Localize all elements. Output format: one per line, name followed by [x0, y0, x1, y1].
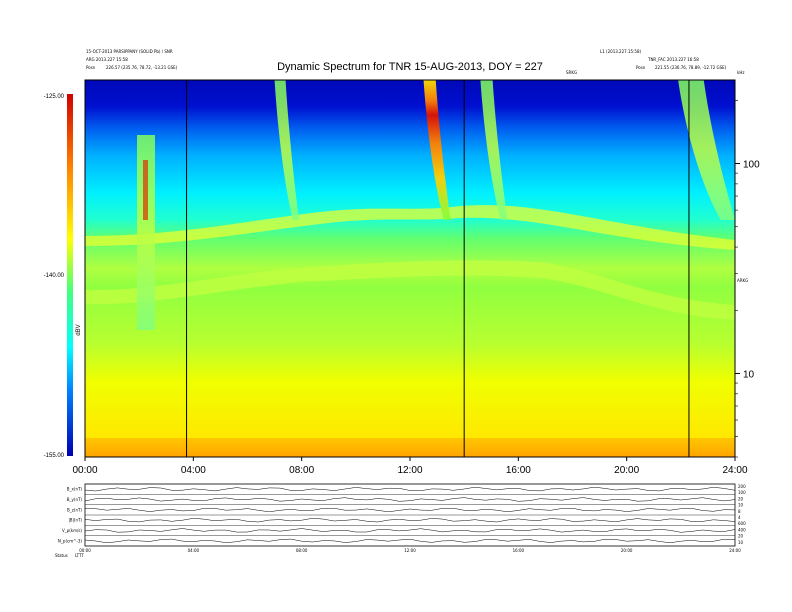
footer-code: LTTT — [75, 553, 84, 558]
x-tick-label: 00:00 — [72, 465, 97, 476]
low-frequency-band — [85, 438, 735, 457]
lower-panel-left-label: V_p(km/s) — [62, 528, 82, 533]
lower-panel-time-label: 20:00 — [621, 548, 633, 553]
header-center-right-label: SRKG — [566, 70, 577, 75]
lower-panel-right-label: 600 — [738, 521, 746, 526]
chart-title: Dynamic Spectrum for TNR 15-AUG-2013, DO… — [277, 61, 543, 73]
x-tick-label: 20:00 — [614, 465, 639, 476]
lower-panel-right-label: 20 — [738, 534, 744, 539]
lower-panel-trace — [84, 528, 736, 533]
y-tick-label: 100 — [743, 160, 760, 171]
lower-panel-left-label: N_p(cm^-3) — [58, 538, 83, 543]
header-right-mid-label: ARKG — [737, 278, 748, 283]
lower-panel-left-label: B_x(nT) — [67, 487, 83, 492]
header-right-line1: L1 (2013.227.15:58) — [600, 49, 641, 54]
x-tick-label: 08:00 — [289, 465, 314, 476]
header-right-line2: TNR_FAC 2013.227 16:58 — [647, 57, 699, 62]
band-ridge-upper — [85, 205, 735, 250]
lower-panel-right-label: 200 — [738, 484, 746, 489]
lower-panel-right-label: 4 — [738, 515, 741, 520]
local-emission — [137, 135, 155, 330]
lower-panel-time-label: 00:00 — [79, 548, 91, 553]
header-left-line1: 15-OCT-2013 PARSIPPANY (SOLID Pb) / SNR — [86, 49, 173, 54]
lower-panel-right-label: 400 — [738, 527, 746, 532]
x-tick-label: 24:00 — [722, 465, 747, 476]
lower-panels: B_x(nT) B_y(nT) B_z(nT) |B|(nT) V_p(km/s) N_p… — [58, 483, 746, 553]
header-left-posn-label: Posn — [86, 65, 96, 70]
radio-burst — [480, 80, 508, 220]
lower-panel-left-label: B_z(nT) — [67, 507, 82, 512]
lower-panel-trace — [84, 486, 736, 492]
radio-burst — [423, 80, 451, 220]
x-axis: 00:00 04:00 08:00 12:00 16:00 20:00 24:00 — [72, 457, 748, 476]
marker-lines — [186, 80, 690, 457]
x-tick-label: 12:00 — [397, 465, 422, 476]
colorbar-max-label: -125.00 — [44, 94, 65, 100]
spectrogram-area — [85, 80, 735, 457]
lower-panel-right-label: 10 — [738, 540, 744, 545]
y-tick-label: 10 — [743, 369, 755, 380]
lower-panel-time-label: 12:00 — [404, 548, 416, 553]
colorbar-mid-label: -140.00 — [44, 273, 65, 279]
local-emission-core — [143, 160, 148, 220]
radio-burst — [678, 80, 735, 220]
lower-panel-time-label: 08:00 — [296, 548, 308, 553]
header-left-posn-value: 226.57 (235.76, 78.72, -13.21 GSE) — [106, 65, 178, 70]
colorbar-min-label: -155.00 — [44, 453, 65, 459]
lower-panel-trace — [84, 507, 736, 513]
lower-panel-left-label: B_y(nT) — [67, 497, 83, 502]
header-left-line2: ARG 2013.227 15:58 — [86, 57, 128, 62]
footer-status-label: Status — [55, 553, 68, 558]
x-tick-label: 16:00 — [506, 465, 531, 476]
header-far-right-label: kHz — [737, 70, 744, 75]
lower-panel-left-label: |B|(nT) — [68, 518, 82, 523]
colorbar — [67, 94, 73, 456]
lower-panel-right-label: 100 — [738, 490, 746, 495]
header-right-posn-label: Posn — [636, 65, 646, 70]
header-right-posn-value: 221.55 (236.76, 78.89, -12.72 GSE) — [655, 65, 727, 70]
lower-panel-right-label: 8 — [738, 509, 741, 514]
lower-panel-trace — [84, 538, 736, 544]
lower-panel-time-label: 04:00 — [188, 548, 200, 553]
lower-panel-trace — [84, 497, 736, 502]
band-ridge-lower — [85, 260, 735, 320]
y-axis-right: 100 10 — [735, 100, 760, 458]
lower-panel-right-label: 20 — [738, 496, 744, 501]
radio-bursts — [274, 80, 735, 220]
x-tick-label: 04:00 — [181, 465, 206, 476]
lower-panel-time-label: 24:00 — [729, 548, 741, 553]
colorbar-label: dBV — [76, 324, 82, 335]
lower-panel-trace — [84, 518, 736, 523]
lower-panel-time-label: 16:00 — [513, 548, 525, 553]
radio-burst — [274, 80, 299, 220]
lower-panel-right-label: 10 — [738, 503, 744, 508]
